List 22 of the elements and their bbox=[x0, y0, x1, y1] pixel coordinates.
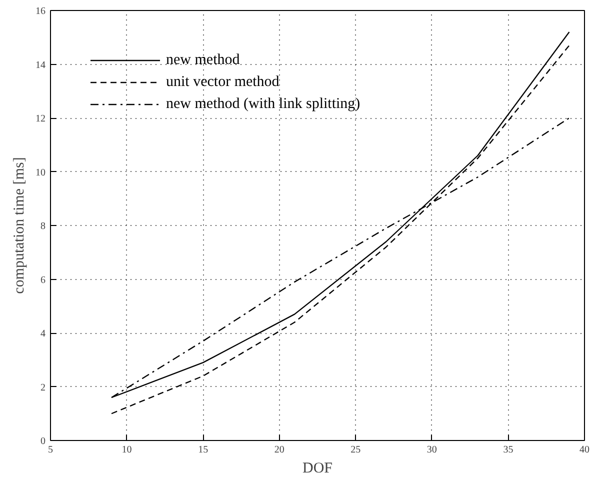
y-tick-label: 10 bbox=[36, 167, 46, 178]
y-axis-title: computation time [ms] bbox=[12, 157, 28, 294]
y-tick-label: 6 bbox=[40, 274, 46, 286]
legend-label: unit vector method bbox=[166, 74, 280, 90]
y-tick-label: 2 bbox=[40, 382, 46, 394]
x-tick-label: 30 bbox=[426, 444, 437, 456]
x-tick-label: 25 bbox=[350, 444, 361, 456]
x-tick-label: 15 bbox=[198, 444, 208, 456]
x-tick-label: 10 bbox=[122, 444, 132, 456]
y-tick-label: 16 bbox=[36, 6, 46, 17]
y-tick-label: 14 bbox=[36, 60, 46, 71]
x-tick-label: 35 bbox=[503, 444, 514, 456]
x-tick-label: 40 bbox=[580, 444, 590, 456]
x-tick-label: 20 bbox=[274, 444, 284, 456]
y-tick-label: 12 bbox=[36, 114, 46, 124]
legend-label: new method bbox=[166, 52, 240, 68]
y-tick-label: 8 bbox=[40, 221, 46, 232]
y-tick-label: 0 bbox=[40, 436, 46, 447]
x-tick-label: 5 bbox=[48, 444, 53, 456]
x-axis-title: DOF bbox=[302, 460, 333, 476]
y-tick-label: 4 bbox=[40, 328, 46, 340]
legend-label: new method (with link splitting) bbox=[166, 96, 360, 112]
